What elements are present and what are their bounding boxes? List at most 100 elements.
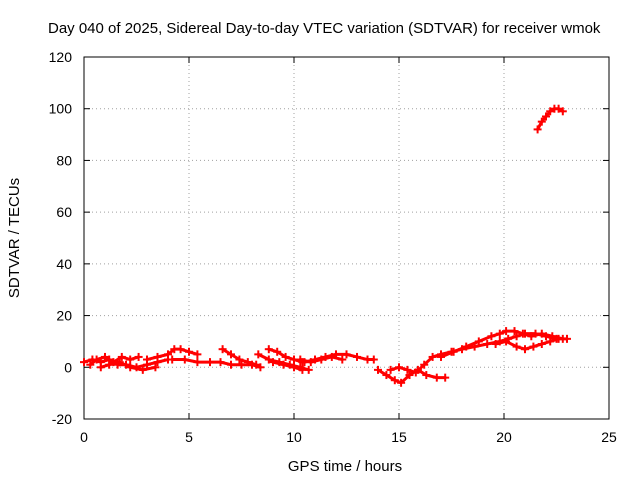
data-point — [273, 347, 282, 356]
data-point — [254, 350, 263, 359]
data-point — [168, 355, 177, 364]
tick-layer: 0 5 10 15 20 25 -20 0 20 40 60 80 100 120 — [49, 49, 617, 445]
data-point — [491, 340, 500, 349]
data-point — [151, 363, 160, 372]
data-point — [395, 363, 403, 372]
data-point — [502, 337, 511, 346]
data-point — [227, 360, 235, 369]
data-point — [542, 112, 550, 121]
data-point — [138, 365, 147, 374]
data-point — [92, 355, 101, 364]
data-point — [143, 355, 151, 364]
data-point — [554, 334, 563, 343]
x-axis-label: GPS time / hours — [288, 458, 402, 475]
data-point — [449, 347, 458, 356]
data-point — [518, 329, 527, 338]
data-point — [290, 363, 298, 372]
data-point — [386, 365, 395, 374]
series-track-0-14 — [494, 337, 561, 351]
data-point — [281, 352, 290, 361]
y-tick-label: 60 — [56, 204, 72, 220]
data-point — [96, 363, 105, 372]
data-point — [537, 329, 546, 338]
data-point — [176, 345, 185, 354]
x-tick-label: 15 — [391, 429, 407, 445]
data-point — [441, 373, 450, 382]
data-point — [180, 355, 189, 364]
data-point — [117, 352, 126, 361]
data-point — [264, 355, 273, 364]
data-point — [298, 365, 307, 374]
data-point — [548, 332, 557, 341]
chart-title: Day 040 of 2025, Sidereal Day-to-day VTE… — [48, 20, 601, 37]
data-point — [403, 365, 412, 374]
data-point — [206, 358, 214, 367]
data-point — [546, 107, 555, 116]
data-point — [279, 360, 288, 369]
data-point — [369, 355, 378, 364]
data-point — [342, 350, 351, 359]
data-point — [558, 107, 567, 116]
data-point — [115, 358, 124, 367]
data-point — [86, 360, 95, 369]
data-point — [237, 360, 246, 369]
data-point — [193, 358, 202, 367]
data-point — [374, 365, 382, 374]
data-point — [164, 350, 172, 359]
data-point — [462, 342, 471, 351]
data-point — [537, 340, 546, 349]
data-point — [134, 352, 143, 361]
plot-frame — [83, 56, 610, 420]
data-point — [527, 332, 536, 341]
data-point — [546, 337, 555, 346]
x-tick-label: 20 — [496, 429, 512, 445]
x-tick-label: 10 — [286, 429, 302, 445]
data-point — [227, 350, 235, 359]
data-point — [554, 104, 563, 113]
data-point — [269, 358, 277, 367]
series-track-0-8 — [271, 360, 304, 372]
data-point — [185, 347, 193, 356]
data-point — [432, 373, 441, 382]
data-point — [193, 350, 202, 359]
data-point — [512, 332, 521, 341]
data-point — [105, 360, 114, 369]
data-point — [405, 371, 414, 380]
data-point — [101, 352, 109, 361]
data-point — [390, 376, 399, 385]
y-tick-label: -20 — [52, 411, 72, 427]
data-point — [533, 125, 542, 134]
data-point — [420, 360, 429, 369]
x-tick-label: 5 — [185, 429, 193, 445]
y-axis-label: SDTVAR / TECUs — [6, 178, 23, 298]
data-point — [126, 363, 135, 372]
y-tick-label: 20 — [56, 308, 72, 324]
x-tick-label: 0 — [80, 429, 88, 445]
data-point — [428, 352, 437, 361]
data-point — [306, 358, 315, 367]
data-point — [235, 355, 244, 364]
data-point — [510, 327, 519, 336]
data-layer — [80, 104, 571, 387]
data-point — [216, 358, 225, 367]
data-point — [296, 355, 305, 364]
data-point — [256, 363, 265, 372]
data-point — [529, 342, 538, 351]
data-point — [483, 340, 492, 349]
data-point — [317, 355, 326, 364]
data-point — [353, 352, 361, 361]
data-point — [264, 345, 273, 354]
data-point — [218, 345, 227, 354]
data-point — [126, 355, 135, 364]
data-point — [474, 337, 483, 346]
data-point — [382, 371, 391, 380]
data-point — [512, 342, 521, 351]
y-tick-label: 100 — [49, 101, 73, 117]
data-point — [243, 358, 252, 367]
data-point — [487, 332, 496, 341]
data-point — [422, 371, 431, 380]
y-tick-label: 40 — [56, 256, 72, 272]
data-point — [437, 352, 445, 361]
data-point — [411, 368, 420, 377]
